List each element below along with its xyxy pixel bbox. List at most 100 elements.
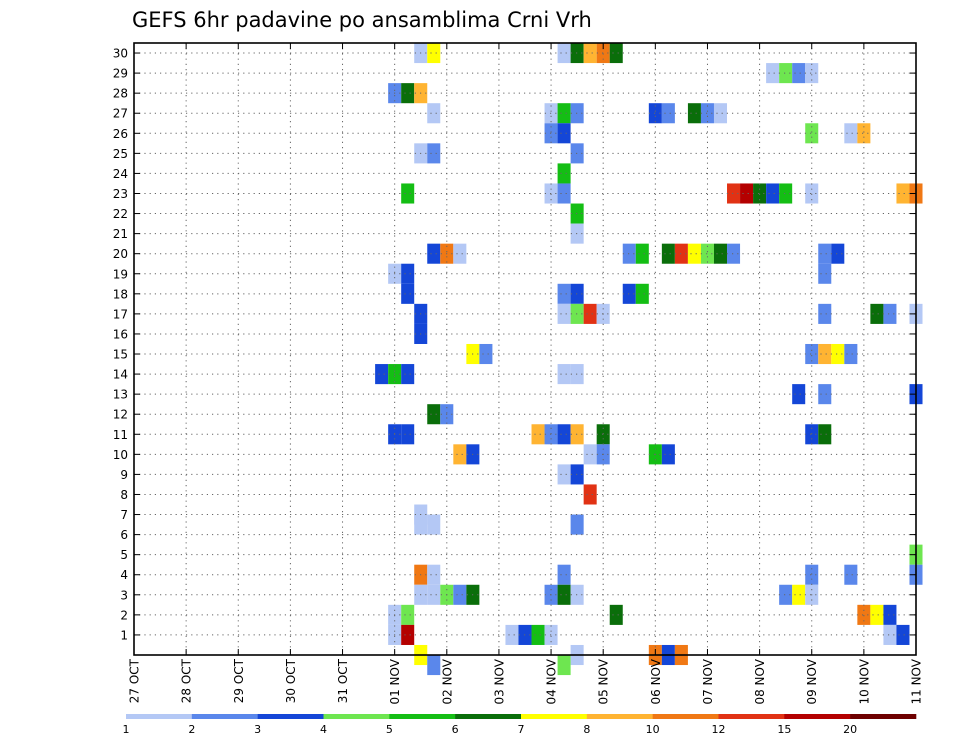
y-tick-label: 9 (120, 468, 128, 482)
x-tick-label: 03 NOV (492, 658, 506, 704)
y-tick-label: 1 (120, 628, 128, 642)
precip-cell (700, 103, 714, 124)
precip-cell (427, 103, 441, 124)
precip-cell (805, 183, 819, 204)
precip-cell (427, 143, 441, 164)
y-axis-ticks: 1234567891011121314151617181920212223242… (113, 47, 916, 642)
precip-cell (622, 283, 636, 304)
precip-cell (713, 243, 728, 264)
precip-cell (427, 43, 441, 64)
precip-cell (766, 63, 780, 84)
precip-cell (557, 464, 571, 485)
precip-cell (505, 624, 519, 645)
y-tick-label: 7 (120, 508, 128, 522)
precip-cell (401, 83, 415, 104)
precip-cell (401, 263, 415, 284)
y-tick-label: 12 (113, 408, 128, 422)
precip-cell (531, 624, 545, 645)
precip-cell (609, 604, 623, 625)
x-tick-label: 04 NOV (545, 658, 559, 704)
precip-cell (635, 243, 649, 264)
y-tick-label: 19 (113, 267, 128, 281)
precip-cell (427, 655, 441, 676)
precip-cell (674, 243, 688, 264)
y-tick-label: 27 (113, 107, 128, 121)
y-tick-label: 5 (120, 548, 128, 562)
precip-cell (453, 584, 467, 605)
precip-cell (805, 424, 819, 445)
x-tick-label: 28 OCT (180, 658, 194, 703)
colorbar-label: 5 (386, 723, 393, 736)
y-tick-label: 15 (113, 348, 128, 362)
precip-cell (805, 343, 819, 365)
heatmap-cells (375, 43, 923, 676)
precip-cell (635, 283, 649, 304)
x-axis-ticks: 27 OCT 28 OCT 29 OCT 30 OCT 31 OCT 01 NOV 02 N… (128, 43, 924, 705)
colorbar-swatch (850, 714, 917, 719)
y-tick-label: 23 (113, 187, 128, 201)
precip-cell (818, 424, 832, 445)
colorbar: 1 2 3 4 5 6 7 8 10 12 15 20 (123, 714, 917, 736)
precip-cell (557, 424, 571, 445)
x-tick-label: 29 OCT (232, 658, 246, 703)
precip-cell (414, 514, 428, 535)
y-tick-label: 26 (113, 127, 128, 141)
precip-cell (401, 424, 415, 445)
precip-cell (609, 43, 623, 64)
precip-cell (583, 43, 597, 64)
y-tick-label: 18 (113, 287, 128, 301)
colorbar-label: 8 (583, 723, 590, 736)
colorbar-label: 6 (452, 723, 459, 736)
precip-cell (805, 123, 819, 144)
y-tick-label: 17 (113, 307, 128, 321)
precip-cell (766, 183, 780, 204)
y-tick-label: 24 (113, 167, 128, 181)
x-tick-label: 02 NOV (440, 658, 454, 704)
precip-cell (531, 424, 545, 445)
precip-cell (844, 564, 858, 585)
precip-cell (857, 604, 871, 625)
precip-cell (818, 384, 832, 405)
chart-title: GEFS 6hr padavine po ansamblima Crni Vrh (132, 8, 592, 32)
colorbar-swatch (586, 714, 653, 719)
y-tick-label: 25 (113, 147, 128, 161)
colorbar-label: 20 (843, 723, 857, 736)
y-tick-label: 20 (113, 247, 128, 261)
precip-cell (479, 343, 493, 365)
precip-cell (792, 584, 806, 605)
colorbar-swatch (257, 714, 324, 719)
y-tick-label: 11 (113, 428, 128, 442)
precip-cell (700, 243, 714, 264)
precip-cell (857, 123, 871, 144)
precip-cell (557, 303, 571, 324)
precip-cell (401, 624, 415, 645)
x-tick-label: 11 NOV (910, 658, 924, 704)
precip-cell (818, 243, 832, 264)
precip-cell (805, 63, 819, 84)
precip-cell (557, 655, 571, 676)
colorbar-swatch (652, 714, 719, 719)
precip-cell (557, 564, 571, 585)
colorbar-swatch (323, 714, 390, 719)
precip-cell (557, 43, 571, 64)
x-tick-label: 31 OCT (336, 658, 350, 703)
precip-cell (818, 303, 832, 324)
colorbar-label: 4 (320, 723, 327, 736)
y-tick-label: 30 (113, 47, 128, 61)
precip-cell (583, 484, 597, 505)
x-tick-label: 07 NOV (701, 658, 715, 704)
precip-cell (427, 584, 441, 605)
colorbar-swatch (191, 714, 258, 719)
colorbar-label: 2 (188, 723, 195, 736)
precip-cell (779, 63, 793, 84)
y-tick-label: 6 (120, 528, 128, 542)
precip-cell (557, 364, 571, 385)
precip-cell (570, 514, 584, 535)
colorbar-label: 10 (646, 723, 660, 736)
precip-cell (453, 243, 467, 264)
colorbar-swatch (126, 714, 193, 719)
y-tick-label: 28 (113, 87, 128, 101)
y-tick-label: 16 (113, 327, 128, 341)
precip-cell (870, 303, 884, 324)
